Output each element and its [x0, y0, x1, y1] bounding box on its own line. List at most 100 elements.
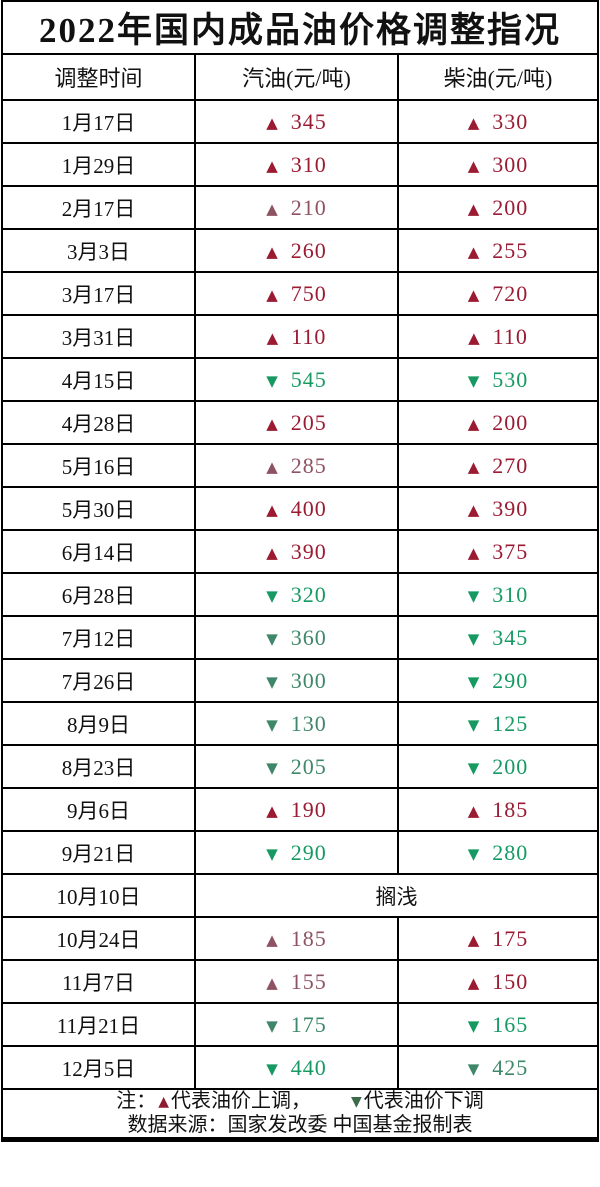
diesel-value: 150	[492, 968, 529, 994]
down-arrow-icon: ▼	[467, 715, 480, 734]
diesel-value: 185	[492, 796, 529, 822]
date-cell: 10月10日	[1, 873, 196, 918]
up-arrow-icon: ▲	[266, 242, 278, 261]
gasoline-value: 210	[290, 194, 327, 220]
diesel-cell: ▲ 300	[397, 142, 599, 187]
diesel-value: 300	[492, 151, 529, 177]
diesel-cell: ▼ 165	[397, 1002, 599, 1047]
date-cell: 10月24日	[1, 916, 196, 961]
gasoline-value: 290	[290, 839, 327, 865]
footnote: 注： ▲ 代表油价上调， ▼ 代表油价下调 数据来源：国家发改委 中国基金报制表	[1, 1088, 599, 1141]
date-label: 8月9日	[67, 712, 130, 737]
gasoline-value: 440	[290, 1054, 327, 1080]
date-cell: 9月21日	[1, 830, 196, 875]
date-cell: 11月7日	[1, 959, 196, 1004]
gasoline-cell: ▲ 210	[194, 185, 399, 230]
diesel-cell: ▼ 425	[397, 1045, 599, 1090]
table-row: 5月16日 ▲ 285 ▲ 270	[1, 443, 599, 488]
legend-up-label: 代表油价上调，	[171, 1090, 311, 1112]
date-cell: 5月30日	[1, 486, 196, 531]
table-row: 8月23日 ▼ 205 ▼ 200	[1, 744, 599, 789]
gasoline-cell: ▼ 290	[194, 830, 399, 875]
down-arrow-icon: ▼	[266, 1059, 278, 1078]
diesel-cell: ▲ 375	[397, 529, 599, 574]
date-label: 5月30日	[61, 497, 136, 522]
table-row: 12月5日 ▼ 440 ▼ 425	[1, 1045, 599, 1090]
date-cell: 4月28日	[1, 400, 196, 445]
down-arrow-icon: ▼	[467, 629, 480, 648]
diesel-value: 345	[492, 624, 529, 650]
up-arrow-icon: ▲	[467, 930, 480, 949]
gasoline-value: 185	[290, 925, 327, 951]
diesel-value: 720	[492, 280, 529, 306]
diesel-value: 290	[492, 667, 529, 693]
date-label: 3月31日	[61, 325, 136, 350]
gasoline-cell: ▲ 285	[194, 443, 399, 488]
gasoline-cell: ▲ 310	[194, 142, 399, 187]
down-arrow-icon: ▼	[266, 672, 278, 691]
diesel-value: 200	[492, 194, 529, 220]
gasoline-cell: ▼ 545	[194, 357, 399, 402]
diesel-cell: ▲ 390	[397, 486, 599, 531]
table-row: 5月30日 ▲ 400 ▲ 390	[1, 486, 599, 531]
down-arrow-icon: ▼	[467, 371, 480, 390]
column-header-gasoline: 汽油(元/吨)	[194, 53, 399, 101]
diesel-value: 255	[492, 237, 529, 263]
table-row: 10月10日 搁浅	[1, 873, 599, 918]
table-row: 3月31日 ▲ 110 ▲ 110	[1, 314, 599, 359]
diesel-value: 330	[492, 108, 529, 134]
legend-line: 注： ▲ 代表油价上调， ▼ 代表油价下调	[3, 1090, 597, 1114]
gasoline-value: 310	[290, 151, 327, 177]
gasoline-value: 130	[290, 710, 327, 736]
date-label: 7月26日	[61, 669, 136, 694]
date-cell: 8月9日	[1, 701, 196, 746]
table-row: 3月3日 ▲ 260 ▲ 255	[1, 228, 599, 273]
down-arrow-icon: ▼	[467, 1059, 480, 1078]
up-arrow-icon: ▲	[467, 543, 480, 562]
down-arrow-icon: ▼	[467, 672, 480, 691]
table-row: 6月14日 ▲ 390 ▲ 375	[1, 529, 599, 574]
diesel-value: 375	[492, 538, 529, 564]
gasoline-cell: ▲ 185	[194, 916, 399, 961]
footnote-row: 注： ▲ 代表油价上调， ▼ 代表油价下调 数据来源：国家发改委 中国基金报制表	[1, 1088, 599, 1141]
gasoline-value: 260	[290, 237, 327, 263]
down-arrow-icon: ▼	[266, 586, 278, 605]
gasoline-value: 400	[290, 495, 327, 521]
date-cell: 6月28日	[1, 572, 196, 617]
diesel-value: 390	[492, 495, 529, 521]
date-cell: 7月26日	[1, 658, 196, 703]
date-cell: 1月17日	[1, 99, 196, 144]
date-cell: 6月14日	[1, 529, 196, 574]
down-arrow-icon: ▼	[266, 715, 278, 734]
gasoline-cell: ▲ 390	[194, 529, 399, 574]
down-arrow-icon: ▼	[266, 1016, 278, 1035]
date-cell: 12月5日	[1, 1045, 196, 1090]
date-cell: 9月6日	[1, 787, 196, 832]
table-row: 7月12日 ▼ 360 ▼ 345	[1, 615, 599, 660]
diesel-value: 110	[492, 323, 528, 349]
date-label: 12月5日	[61, 1056, 136, 1081]
up-arrow-icon: ▲	[266, 414, 278, 433]
gasoline-cell: ▼ 205	[194, 744, 399, 789]
diesel-cell: ▼ 200	[397, 744, 599, 789]
diesel-value: 200	[492, 753, 529, 779]
gasoline-cell: ▲ 400	[194, 486, 399, 531]
date-label: 2月17日	[61, 196, 136, 221]
date-label: 7月12日	[61, 626, 136, 651]
gasoline-value: 750	[290, 280, 327, 306]
table-row: 11月7日 ▲ 155 ▲ 150	[1, 959, 599, 1004]
diesel-cell: ▼ 310	[397, 572, 599, 617]
up-arrow-icon: ▲	[266, 457, 278, 476]
gasoline-cell: ▲ 110	[194, 314, 399, 359]
up-arrow-icon: ▲	[467, 801, 480, 820]
up-arrow-icon: ▲	[158, 1094, 169, 1110]
date-label: 4月28日	[61, 411, 136, 436]
date-cell: 3月31日	[1, 314, 196, 359]
down-arrow-icon: ▼	[266, 844, 278, 863]
page-title: 2022年国内成品油价格调整指况	[1, 0, 599, 55]
up-arrow-icon: ▲	[266, 156, 278, 175]
gasoline-cell: ▼ 175	[194, 1002, 399, 1047]
column-header-diesel: 柴油(元/吨)	[397, 53, 599, 101]
gasoline-value: 190	[290, 796, 327, 822]
